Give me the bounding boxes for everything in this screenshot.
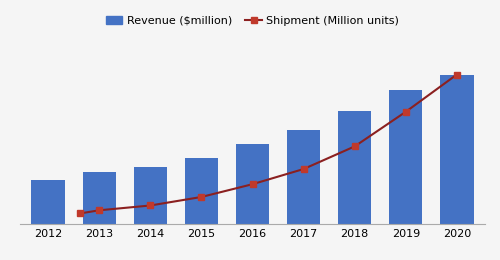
Legend: Revenue ($million), Shipment (Million units): Revenue ($million), Shipment (Million un… <box>101 11 404 30</box>
Bar <box>185 158 218 224</box>
Bar <box>32 180 64 224</box>
Bar <box>440 75 474 224</box>
Bar <box>134 167 167 224</box>
Bar <box>389 90 422 224</box>
Bar <box>82 172 116 224</box>
Bar <box>287 130 320 224</box>
Bar <box>236 144 269 224</box>
Bar <box>338 112 372 224</box>
